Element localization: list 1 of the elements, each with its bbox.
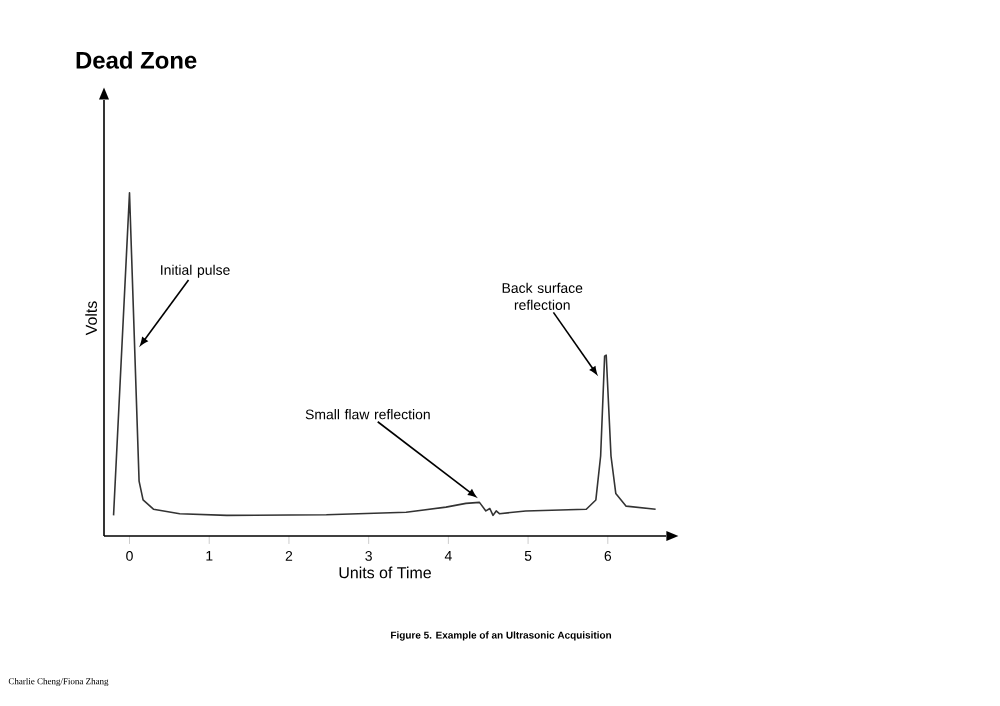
chart-title: Dead Zone bbox=[76, 51, 197, 69]
